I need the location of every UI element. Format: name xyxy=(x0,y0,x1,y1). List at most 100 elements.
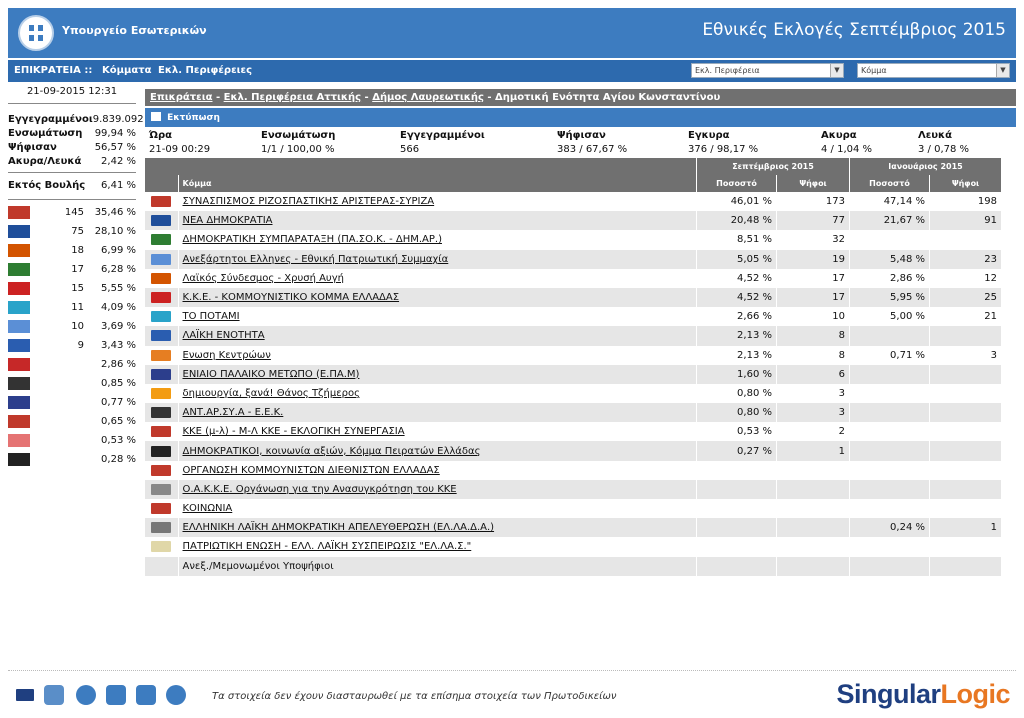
party-name-link[interactable]: Ο.Α.Κ.Κ.Ε. Οργάνωση για την Ανασυγκρότησ… xyxy=(178,479,697,499)
party-select[interactable]: Κόμμα ▼ xyxy=(857,63,1010,78)
party-seats: 18 xyxy=(71,245,84,256)
nav-regions-link[interactable]: Εκλ. Περιφέρειες xyxy=(158,65,253,76)
breadcrumb-region[interactable]: Εκλ. Περιφέρεια Αττικής xyxy=(223,92,362,103)
party-logo-icon xyxy=(151,234,171,246)
jan-votes-cell xyxy=(929,537,1002,557)
breadcrumb-current: Δημοτική Ενότητα Αγίου Κωνσταντίνου xyxy=(495,92,721,103)
party-name-link[interactable]: ΟΡΓΑΝΩΣΗ ΚΟΜΜΟΥΝΙΣΤΩΝ ΔΙΕΘΝΙΣΤΩΝ ΕΛΛΑΔΑΣ xyxy=(178,460,697,480)
blank-value: 3 / 0,78 % xyxy=(918,144,970,155)
jan-votes-cell xyxy=(929,422,1002,442)
refresh-icon[interactable] xyxy=(166,685,186,705)
page-title: Εθνικές Εκλογές Σεπτέμβριος 2015 xyxy=(702,20,1006,40)
sep-pct-cell: 0,27 % xyxy=(696,441,777,461)
print-icon[interactable] xyxy=(151,112,161,121)
party-logo-icon xyxy=(8,320,30,333)
breadcrumb-territory[interactable]: Επικράτεια xyxy=(150,92,213,103)
jan-pct-cell: 0,71 % xyxy=(849,345,930,365)
party-name-link[interactable]: ΤΟ ΠΟΤΑΜΙ xyxy=(178,307,697,327)
registered-label: Εγγεγραμμένοι xyxy=(8,114,93,125)
party-logo-icon xyxy=(151,272,171,284)
outside-parliament-label: Εκτός Βουλής xyxy=(8,180,86,191)
info-icon[interactable] xyxy=(76,685,96,705)
nav-parties-link[interactable]: Κόμματα xyxy=(102,65,152,76)
sep-votes-cell: 6 xyxy=(776,364,850,384)
jan-votes-cell: 12 xyxy=(929,268,1002,288)
jan-pct-cell xyxy=(849,364,930,384)
breadcrumb-municipality[interactable]: Δήμος Λαυρεωτικής xyxy=(372,92,484,103)
jan-pct-cell: 2,86 % xyxy=(849,268,930,288)
party-pct: 0,65 % xyxy=(101,416,136,427)
arrow-down-icon[interactable] xyxy=(136,685,156,705)
party-seats: 10 xyxy=(71,321,84,332)
party-seat-row: 0,65 % xyxy=(8,412,136,431)
arrow-up-icon[interactable] xyxy=(106,685,126,705)
period-jan-2015: Ιανουάριος 2015 xyxy=(849,158,1002,175)
party-name-link[interactable]: ΠΑΤΡΙΩΤΙΚΗ ΕΝΩΣΗ - ΕΛΛ. ΛΑΪΚΗ ΣΥΣΠΕΙΡΩΣΙ… xyxy=(178,537,697,557)
jan-votes-cell xyxy=(929,230,1002,250)
print-button[interactable]: Εκτύπωση xyxy=(167,113,220,123)
table-row: ΕΝΙΑΙΟ ΠΑΛΑΙΚΟ ΜΕΤΩΠΟ (Ε.ΠΑ.Μ) 1,60 % 6 xyxy=(145,364,1002,384)
party-name-link[interactable]: Ενωση Κεντρώων xyxy=(178,345,697,365)
home-icon[interactable] xyxy=(44,685,64,705)
voted-row: Ψήφισαν 56,57 % xyxy=(8,141,136,155)
sep-votes-cell: 173 xyxy=(776,192,850,212)
nav-bar: ΕΠΙΚΡΑΤΕΙΑ :: Κόμματα Εκλ. Περιφέρειες Ε… xyxy=(8,60,1016,82)
sep-votes-cell xyxy=(776,556,850,576)
party-name-link[interactable]: δημιουργία, ξανά! Θάνος Τζήμερος xyxy=(178,383,697,404)
party-logo-icon xyxy=(151,311,171,323)
party-name-link[interactable]: ΚΟΙΝΩΝΙΑ xyxy=(178,499,697,519)
table-row: ΕΛΛΗΝΙΚΗ ΛΑΪΚΗ ΔΗΜΟΚΡΑΤΙΚΗ ΑΠΕΛΕΥΘΕΡΩΣΗ … xyxy=(145,518,1002,538)
jan-pct-cell xyxy=(849,441,930,461)
party-logo-cell xyxy=(145,441,179,461)
integration-value: 1/1 / 100,00 % xyxy=(261,144,335,155)
party-logo-cell xyxy=(145,326,179,346)
party-name-link[interactable]: ΕΝΙΑΙΟ ΠΑΛΑΙΚΟ ΜΕΤΩΠΟ (Ε.ΠΑ.Μ) xyxy=(178,364,697,384)
party-logo-cell xyxy=(145,499,179,519)
sep-pct-cell xyxy=(696,518,777,538)
invalid-value: 2,42 % xyxy=(101,156,136,167)
party-logo-cell xyxy=(145,403,179,423)
sep-votes-cell: 17 xyxy=(776,268,850,288)
party-name-link[interactable]: ΔΗΜΟΚΡΑΤΙΚΗ ΣΥΜΠΑΡΑΤΑΞΗ (ΠΑ.ΣΟ.Κ. - ΔΗΜ.… xyxy=(178,230,697,250)
party-name-link[interactable]: ΑΝΤ.ΑΡ.ΣΥ.Α - Ε.Ε.Κ. xyxy=(178,403,697,423)
party-name-link[interactable]: ΚΚΕ (μ-λ) - Μ-Λ ΚΚΕ - ΕΚΛΟΓΙΚΗ ΣΥΝΕΡΓΑΣΙ… xyxy=(178,422,697,442)
party-pct: 4,09 % xyxy=(101,302,136,313)
uk-flag-icon[interactable] xyxy=(16,689,34,701)
region-select[interactable]: Εκλ. Περιφέρεια ▼ xyxy=(691,63,844,78)
column-header-row: Κόμμα Ποσοστό Ψήφοι Ποσοστό Ψήφοι xyxy=(145,175,1002,192)
chevron-down-icon: ▼ xyxy=(830,64,843,77)
jan-pct-cell: 5,95 % xyxy=(849,287,930,308)
party-name-link[interactable]: Ανεξάρτητοι Ελληνες - Εθνική Πατριωτική … xyxy=(178,249,697,269)
sep-pct-cell: 20,48 % xyxy=(696,211,777,231)
jan-pct-cell xyxy=(849,556,930,576)
party-pct: 28,10 % xyxy=(94,226,136,237)
jan-pct-cell: 5,48 % xyxy=(849,249,930,269)
sep-votes-cell xyxy=(776,537,850,557)
table-row: Ενωση Κεντρώων 2,13 % 8 0,71 % 3 xyxy=(145,345,1002,365)
sep-pct-cell: 4,52 % xyxy=(696,268,777,288)
party-logo-cell xyxy=(145,230,179,250)
jan-pct-cell: 21,67 % xyxy=(849,211,930,231)
registered-value: 566 xyxy=(400,144,420,155)
party-seat-row: 0,28 % xyxy=(8,450,136,469)
voted-label: Ψήφισαν xyxy=(8,142,57,153)
sep-pct-cell: 4,52 % xyxy=(696,287,777,308)
party-name-link[interactable]: ΝΕΑ ΔΗΜΟΚΡΑΤΙΑ xyxy=(178,211,697,231)
party-name-link[interactable]: Κ.Κ.Ε. - ΚΟΜΜΟΥΝΙΣΤΙΚΟ ΚΟΜΜΑ ΕΛΛΑΔΑΣ xyxy=(178,287,697,308)
party-name-link[interactable]: Ανεξ./Μεμονωμένοι Υποψήφιοι xyxy=(178,556,697,576)
voted-header: Ψήφισαν xyxy=(557,130,606,141)
table-row: ΔΗΜΟΚΡΑΤΙΚΟΙ, κοινωνία αξιών, Κόμμα Πειρ… xyxy=(145,441,1002,461)
party-name-link[interactable]: Λαϊκός Σύνδεσμος - Χρυσή Αυγή xyxy=(178,268,697,288)
party-logo-icon xyxy=(8,225,30,238)
sep-pct-cell: 2,13 % xyxy=(696,345,777,365)
sep-votes-cell: 8 xyxy=(776,326,850,346)
party-pct: 0,77 % xyxy=(101,397,136,408)
party-pct: 0,53 % xyxy=(101,435,136,446)
sep-pct-cell: 1,60 % xyxy=(696,364,777,384)
party-name-link[interactable]: ΣΥΝΑΣΠΙΣΜΟΣ ΡΙΖΟΣΠΑΣΤΙΚΗΣ ΑΡΙΣΤΕΡΑΣ-ΣΥΡΙ… xyxy=(178,192,697,212)
sep-votes-cell: 3 xyxy=(776,383,850,404)
party-name-link[interactable]: ΛΑΪΚΗ ΕΝΟΤΗΤΑ xyxy=(178,326,697,346)
table-row: Ανεξάρτητοι Ελληνες - Εθνική Πατριωτική … xyxy=(145,249,1002,269)
party-name-link[interactable]: ΔΗΜΟΚΡΑΤΙΚΟΙ, κοινωνία αξιών, Κόμμα Πειρ… xyxy=(178,441,697,461)
party-name-link[interactable]: ΕΛΛΗΝΙΚΗ ΛΑΪΚΗ ΔΗΜΟΚΡΑΤΙΚΗ ΑΠΕΛΕΥΘΕΡΩΣΗ … xyxy=(178,518,697,538)
